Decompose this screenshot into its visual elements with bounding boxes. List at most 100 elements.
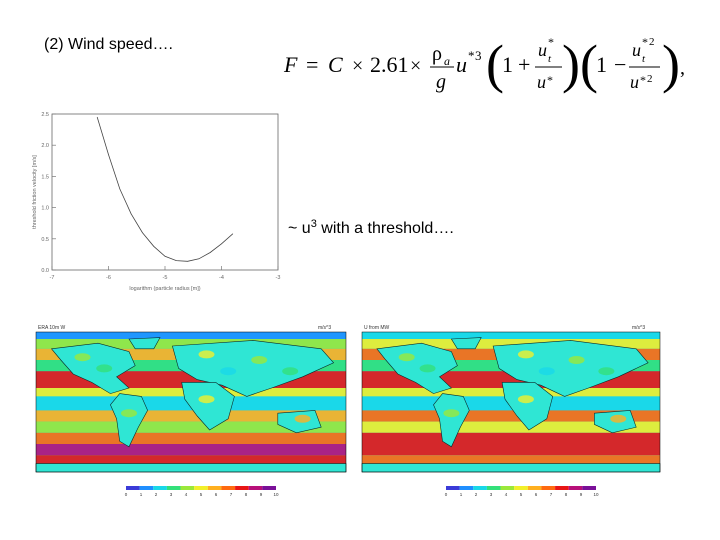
colorbar-tick-label: 10	[273, 492, 279, 497]
colorbar-swatch	[207, 486, 222, 490]
wind-band	[36, 410, 346, 422]
colorbar-swatch	[555, 486, 569, 490]
colorbar-tick-label: 4	[505, 492, 508, 497]
formula-paren-close-2: )	[662, 34, 680, 94]
land-patch	[220, 367, 237, 376]
formula-paren-open-2: (	[580, 34, 598, 94]
colorbar-swatch	[262, 486, 276, 490]
wind-band	[362, 410, 660, 422]
formula-rho: ρ	[432, 43, 442, 65]
colorbar-tick-label: 8	[565, 492, 568, 497]
formula-comma: ,	[680, 57, 685, 79]
formula-ut-1: u	[538, 40, 547, 60]
colorbar-swatch	[446, 486, 460, 490]
data-point	[209, 252, 211, 253]
wind-band	[36, 339, 346, 349]
formula-one-2: 1	[596, 52, 607, 77]
land-patch	[610, 414, 627, 423]
data-point	[142, 232, 143, 233]
colorbar-tick-label: 7	[230, 492, 233, 497]
land-patch	[121, 409, 137, 418]
formula-minus: −	[614, 52, 626, 77]
wind-band	[36, 455, 346, 464]
colorbar-tick-label: 7	[550, 492, 553, 497]
land-patch	[598, 367, 615, 376]
formula-constant: C	[328, 52, 343, 77]
colorbar-tick-label: 6	[535, 492, 538, 497]
threshold-velocity-plot: 0.0 0.5 1.0 1.5 2.0 2.5 -7 -6 -5 -4 -3 logarithm (p…	[32, 112, 281, 292]
map-unit-label: m/s^3	[632, 325, 645, 331]
era-wind-map: ERA 10m W m/s^3 0 1 2 3 4 5 6 7 8 9 10	[35, 325, 347, 497]
flux-formula: F = C × 2.61 × ρ a g u * 3 ( 1 + u * t u…	[283, 34, 685, 94]
map-title: U from MW	[364, 325, 390, 331]
colorbar-tick-label: 4	[185, 492, 188, 497]
wind-band	[362, 432, 660, 444]
land-patch	[198, 350, 215, 359]
y-tick-label: 1.5	[41, 174, 49, 180]
continent	[181, 382, 235, 431]
data-point	[96, 116, 98, 118]
continent	[50, 342, 136, 394]
colorbar-swatch	[166, 486, 181, 490]
formula-square-1: 2	[649, 36, 655, 48]
colorbar-swatch	[582, 486, 596, 490]
colorbar-tick-label: 5	[200, 492, 203, 497]
formula-star-3: *	[547, 73, 553, 87]
y-tick-label: 1.0	[41, 206, 49, 212]
land-patch	[443, 409, 460, 418]
data-point	[221, 243, 222, 245]
land-patch	[419, 364, 436, 373]
land-patch	[294, 414, 311, 423]
formula-star-4: *	[642, 35, 648, 49]
colorbar-swatch	[568, 486, 583, 490]
colorbar-swatch	[486, 486, 501, 490]
colorbar-swatch	[221, 486, 236, 490]
formula-u-star: u	[456, 52, 467, 77]
continent	[128, 337, 161, 350]
wind-band	[362, 339, 660, 349]
continent	[433, 393, 470, 448]
colorbar-swatch	[235, 486, 249, 490]
colorbar-swatch	[139, 486, 154, 490]
colorbar-tick-label: 2	[475, 492, 478, 497]
land-patch	[282, 367, 299, 376]
wind-band	[36, 432, 346, 444]
map-title: ERA 10m W	[38, 325, 66, 331]
data-point	[130, 213, 132, 215]
x-axis-label: logarithm (particle radius [m])	[129, 286, 200, 292]
colorbar-swatch	[500, 486, 515, 490]
slide-title: (2) Wind speed….	[44, 36, 173, 53]
land-patch	[568, 356, 585, 364]
formula-star-1: *	[468, 48, 475, 63]
colorbar-swatch	[126, 486, 140, 490]
wind-band	[36, 332, 346, 339]
continent	[450, 337, 482, 350]
threshold-note-prefix: ~ u	[288, 220, 311, 237]
y-axis-label: threshold friction velocity [m/s]	[32, 155, 38, 229]
colorbar-tick-label: 6	[215, 492, 218, 497]
formula-star-2: *	[548, 35, 554, 49]
land-patch	[198, 395, 215, 404]
data-point	[176, 260, 177, 261]
x-tick-label: -7	[50, 275, 55, 281]
formula-square-2: 2	[647, 73, 653, 85]
map-frame	[361, 331, 661, 473]
y-tick-label: 2.5	[41, 112, 49, 118]
data-point	[187, 260, 188, 262]
land-patch	[398, 353, 415, 362]
formula-u-2: u	[630, 72, 639, 92]
formula-cube: 3	[475, 48, 482, 63]
plot-frame	[51, 113, 279, 271]
formula-u-1: u	[537, 72, 546, 92]
colorbar-tick-label: 3	[490, 492, 493, 497]
formula-g: g	[436, 71, 446, 93]
colorbar-tick-label: 9	[580, 492, 583, 497]
colorbar-tick-label: 0	[125, 492, 128, 497]
formula-rho-sub: a	[444, 54, 450, 68]
threshold-note: ~ u3 with a threshold….	[288, 218, 454, 238]
wind-band	[36, 421, 346, 433]
continent	[361, 463, 661, 473]
data-point	[153, 245, 154, 247]
x-tick-label: -3	[276, 275, 281, 281]
colorbar-swatch	[153, 486, 167, 490]
